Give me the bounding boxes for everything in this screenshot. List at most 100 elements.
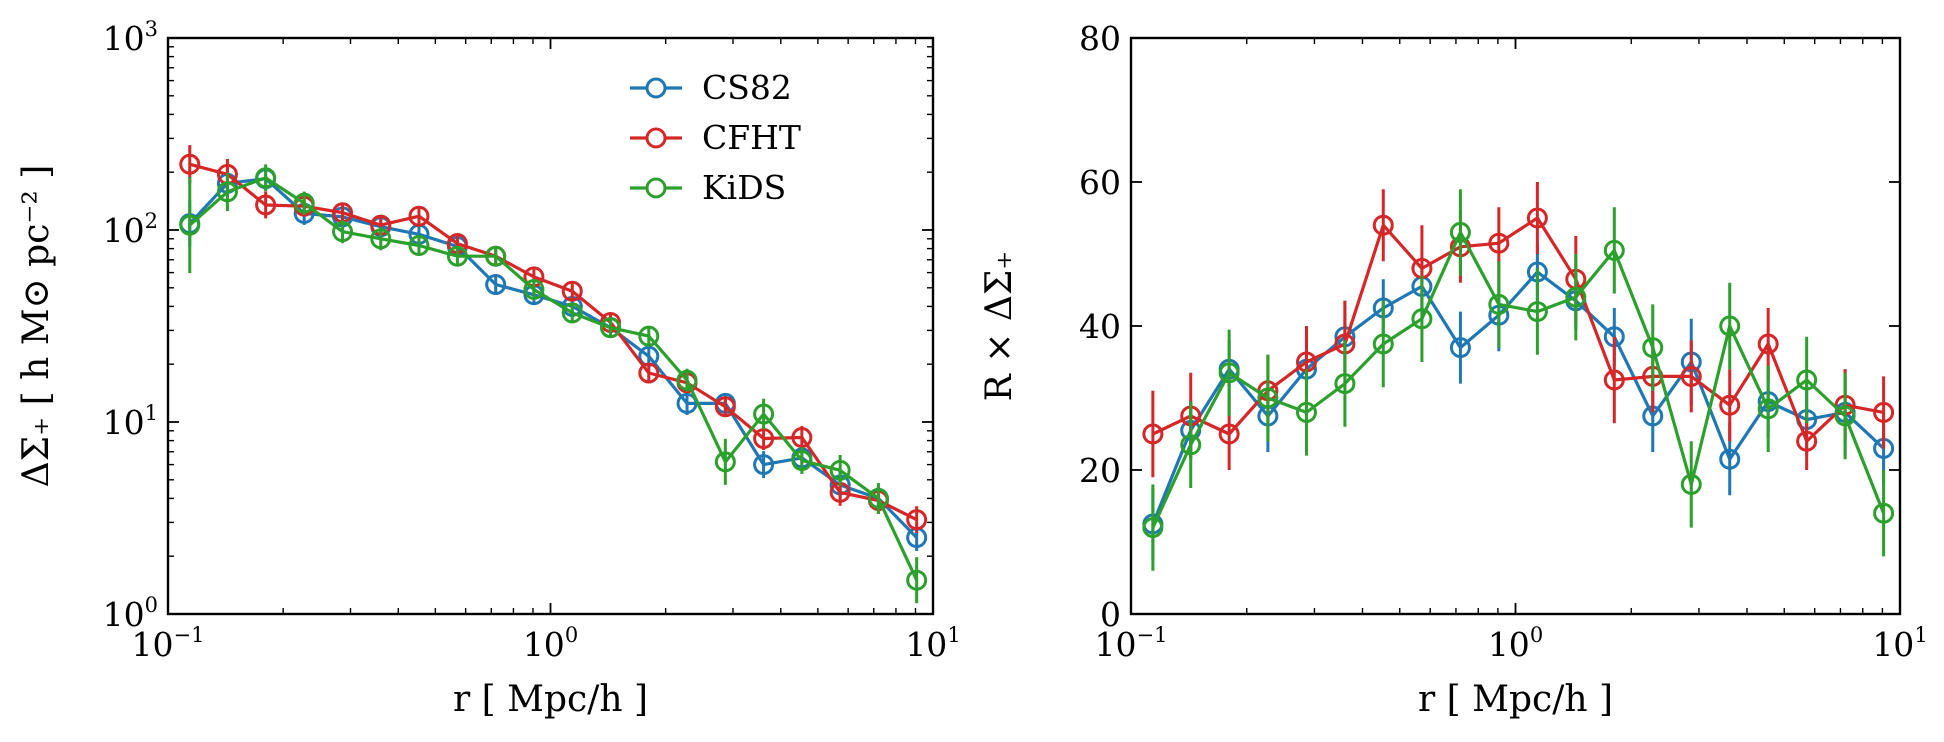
data-point bbox=[1488, 232, 1510, 254]
legend-entry-cs82: CS82 bbox=[630, 68, 792, 107]
data-point bbox=[1757, 333, 1779, 355]
x-tick-exponent: −1 bbox=[174, 623, 205, 647]
data-point bbox=[791, 450, 813, 472]
data-point bbox=[1642, 337, 1664, 359]
y-tick-label: 20 bbox=[1079, 451, 1121, 490]
data-point bbox=[1565, 286, 1587, 308]
data-point bbox=[1526, 301, 1548, 323]
data-point bbox=[255, 167, 277, 189]
data-point bbox=[1603, 369, 1625, 391]
right-plot-frame bbox=[1129, 36, 1902, 616]
series-line bbox=[188, 176, 919, 581]
left-y-axis-label: ΔΣ₊ [ h M⊙ pc⁻² ] bbox=[16, 165, 57, 488]
series-kids bbox=[179, 164, 928, 604]
y-tick-label: 40 bbox=[1079, 307, 1121, 346]
data-point bbox=[523, 278, 545, 300]
x-tick-label: 100 bbox=[523, 623, 578, 664]
data-point bbox=[1796, 430, 1818, 452]
data-point bbox=[179, 153, 201, 175]
data-point bbox=[293, 192, 315, 214]
data-point bbox=[408, 205, 430, 227]
data-point bbox=[753, 403, 775, 425]
data-point bbox=[216, 181, 238, 203]
right-series-layer bbox=[1142, 182, 1895, 571]
left-plot-frame bbox=[166, 36, 935, 616]
data-point bbox=[1680, 365, 1702, 387]
data-point bbox=[753, 454, 775, 476]
right-y-axis-label: R × ΔΣ₊ bbox=[979, 251, 1020, 402]
data-point bbox=[1719, 394, 1741, 416]
left-x-axis-label: r [ Mpc/h ] bbox=[453, 679, 648, 720]
data-point bbox=[1873, 401, 1895, 423]
x-tick-label: 101 bbox=[905, 623, 960, 664]
y-tick-exponent: 2 bbox=[145, 209, 158, 233]
x-tick-exponent: −1 bbox=[1137, 623, 1168, 647]
x-tick-exponent: 0 bbox=[565, 623, 578, 647]
data-point bbox=[753, 428, 775, 450]
legend-entry-kids: KiDS bbox=[630, 168, 786, 207]
x-tick-exponent: 1 bbox=[947, 623, 960, 647]
x-tick-exponent: 1 bbox=[1914, 623, 1927, 647]
data-point bbox=[599, 317, 621, 339]
right-x-axis-label: r [ Mpc/h ] bbox=[1418, 679, 1613, 720]
y-tick-label: 80 bbox=[1079, 19, 1121, 58]
data-point bbox=[1411, 308, 1433, 330]
data-point bbox=[1449, 337, 1471, 359]
data-point bbox=[1796, 369, 1818, 391]
data-point bbox=[179, 214, 201, 236]
data-point bbox=[791, 427, 813, 449]
legend-marker bbox=[645, 127, 667, 149]
series-line bbox=[1151, 230, 1886, 529]
data-point bbox=[1719, 315, 1741, 337]
data-point bbox=[1834, 405, 1856, 427]
data-point bbox=[676, 369, 698, 391]
x-tick-label: 101 bbox=[1872, 623, 1927, 664]
data-point bbox=[1526, 207, 1548, 229]
data-point bbox=[867, 487, 889, 509]
data-point bbox=[1680, 473, 1702, 495]
y-tick-label: 101 bbox=[103, 401, 158, 442]
data-point bbox=[1257, 387, 1279, 409]
y-tick-exponent: 0 bbox=[145, 593, 158, 617]
legend-marker bbox=[645, 77, 667, 99]
left-series-layer bbox=[179, 145, 928, 604]
data-point bbox=[561, 302, 583, 324]
data-point bbox=[1372, 333, 1394, 355]
data-point bbox=[1372, 214, 1394, 236]
data-point bbox=[408, 235, 430, 257]
right-ticks-layer: 1 0 −1 100 101 0 20 40 60 80 bbox=[1079, 19, 1928, 664]
data-point bbox=[1180, 434, 1202, 456]
y-tick-label: 0 bbox=[1100, 595, 1121, 634]
series-cfht bbox=[1142, 182, 1895, 478]
data-point bbox=[485, 274, 507, 296]
data-point bbox=[370, 228, 392, 250]
right-panel-r-times-profile: 1 0 −1 100 101 0 20 40 60 80 r [ Mpc/h ] R × ΔΣ₊ bbox=[979, 19, 1928, 720]
data-point bbox=[485, 245, 507, 267]
y-tick-exponent: 3 bbox=[145, 17, 158, 41]
data-point bbox=[714, 451, 736, 473]
data-point bbox=[1218, 362, 1240, 384]
data-point bbox=[332, 221, 354, 243]
series-kids bbox=[1142, 189, 1895, 571]
x-tick-label: 100 bbox=[1488, 623, 1543, 664]
data-point bbox=[255, 194, 277, 216]
series-line bbox=[188, 177, 918, 539]
legend-entry-cfht: CFHT bbox=[630, 118, 801, 157]
data-point bbox=[561, 280, 583, 302]
y-tick-label: 103 bbox=[103, 17, 158, 58]
data-point bbox=[1218, 423, 1240, 445]
data-point bbox=[906, 509, 928, 531]
data-point bbox=[1142, 423, 1164, 445]
data-point bbox=[446, 245, 468, 267]
data-point bbox=[676, 392, 698, 414]
data-point bbox=[906, 569, 928, 591]
data-point bbox=[638, 362, 660, 384]
data-point bbox=[1757, 398, 1779, 420]
legend-marker bbox=[645, 177, 667, 199]
data-point bbox=[1295, 401, 1317, 423]
legend-label: KiDS bbox=[702, 168, 786, 207]
data-point bbox=[1603, 239, 1625, 261]
x-tick-exponent: 0 bbox=[1530, 623, 1543, 647]
